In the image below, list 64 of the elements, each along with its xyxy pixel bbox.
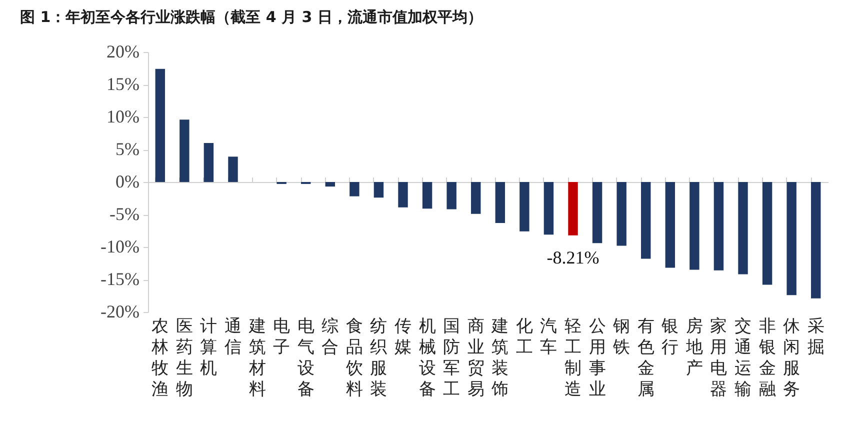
y-tick-label: -5% — [110, 204, 140, 224]
bar — [180, 120, 190, 182]
x-tick-label: 家用电器 — [710, 316, 728, 398]
x-tick-label: 农林牧渔 — [150, 316, 169, 398]
x-tick-label: 医药生物 — [176, 316, 193, 398]
bar — [374, 182, 384, 198]
bar — [811, 182, 821, 298]
chart-title: 图 1：年初至今各行业涨跌幅（截至 4 月 3 日，流通市值加权平均） — [20, 8, 482, 26]
y-tick-label: 10% — [106, 106, 140, 126]
y-tick-label: 15% — [106, 74, 140, 94]
x-tick-label: 综合 — [322, 316, 339, 356]
bar — [204, 143, 214, 182]
x-tick-label: 纺织服装 — [370, 316, 388, 398]
bar — [714, 182, 724, 270]
bar — [471, 182, 481, 214]
bar — [228, 156, 238, 182]
x-tick-label: 公用事业 — [588, 316, 606, 398]
bar — [155, 68, 165, 182]
x-tick-label: 轻工制造 — [564, 316, 582, 398]
x-tick-label: 采掘 — [807, 316, 824, 356]
y-tick-label: -20% — [100, 302, 140, 322]
x-tick-label: 建筑材料 — [248, 316, 266, 398]
bar — [738, 182, 748, 274]
x-tick-label: 商业贸易 — [467, 316, 484, 398]
x-tick-label: 食品饮料 — [344, 316, 363, 398]
x-tick-label: 交通运输 — [734, 316, 752, 398]
bar — [641, 182, 651, 259]
bar — [665, 182, 675, 268]
y-tick-label: 20% — [106, 42, 140, 62]
bar — [422, 182, 432, 209]
x-tick-label: 传媒 — [394, 316, 412, 356]
y-tick-label: 0% — [116, 172, 140, 192]
x-tick-label: 电气设备 — [297, 316, 314, 398]
bar — [325, 182, 335, 187]
y-tick-label: -15% — [100, 269, 140, 289]
bar — [350, 182, 360, 196]
bar — [762, 182, 772, 285]
x-tick-label: 有色金属 — [637, 316, 654, 398]
bar — [544, 182, 554, 235]
x-tick-label: 银行 — [660, 316, 679, 356]
x-tick-label: 房地产 — [684, 316, 703, 378]
y-tick-label: -10% — [100, 236, 140, 256]
x-tick-label: 通信 — [224, 316, 242, 356]
bar — [616, 182, 626, 246]
bar — [398, 182, 408, 208]
x-tick-label: 计算机 — [200, 316, 218, 378]
bar — [786, 182, 796, 296]
bar — [690, 182, 700, 270]
x-tick-label: 电子 — [273, 316, 290, 356]
bar — [520, 182, 530, 232]
x-tick-label: 国防军工 — [443, 316, 460, 398]
x-tick-label: 休闲服务 — [783, 316, 800, 398]
bar — [446, 182, 456, 210]
x-tick-label: 化工 — [516, 316, 533, 356]
x-tick-label: 钢铁 — [612, 316, 630, 356]
bar — [568, 182, 578, 236]
data-label: -8.21% — [546, 247, 600, 268]
bar — [495, 182, 505, 223]
x-tick-label: 机械设备 — [418, 316, 436, 398]
x-tick-label: 非银金融 — [758, 316, 776, 398]
y-tick-label: 5% — [116, 139, 140, 159]
bar — [592, 182, 602, 244]
x-tick-label: 建筑装饰 — [490, 316, 509, 398]
x-tick-label: 汽车 — [540, 316, 558, 356]
